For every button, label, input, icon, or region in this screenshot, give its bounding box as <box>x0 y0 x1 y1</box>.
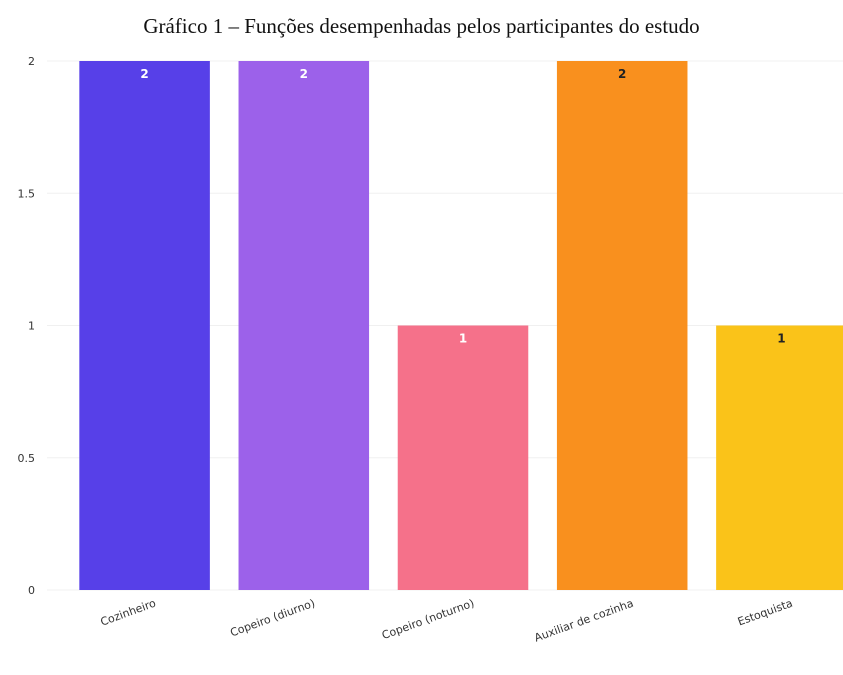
y-tick-label: 2 <box>28 55 35 68</box>
x-tick-label: Copeiro (noturno) <box>380 597 476 643</box>
bar-copeiro-noturno- <box>397 325 529 590</box>
chart-title: Gráfico 1 – Funções desempenhadas pelos … <box>143 14 700 38</box>
bars <box>79 61 843 590</box>
data-label: 2 <box>300 67 308 81</box>
data-label: 1 <box>459 332 467 346</box>
bar-cozinheiro <box>79 61 210 590</box>
y-axis-ticks: 0 0.5 1 1.5 2 <box>18 55 36 597</box>
bar-copeiro-diurno- <box>238 61 370 590</box>
data-label: 1 <box>777 332 785 346</box>
y-tick-label: 1 <box>28 320 35 333</box>
x-tick-label: Estoquista <box>736 597 795 629</box>
x-tick-label: Copeiro (diurno) <box>228 597 316 640</box>
data-labels: 2 2 1 2 1 <box>140 67 785 346</box>
y-tick-label: 0 <box>28 584 35 597</box>
y-tick-label: 1.5 <box>18 187 36 200</box>
x-axis-ticks: Cozinheiro Copeiro (diurno) Copeiro (notur… <box>99 597 795 645</box>
y-tick-label: 0.5 <box>18 452 36 465</box>
x-tick-label: Cozinheiro <box>99 597 158 629</box>
bar-estoquista <box>716 325 843 590</box>
data-label: 2 <box>140 67 148 81</box>
data-label: 2 <box>618 67 626 81</box>
x-tick-label: Auxiliar de cozinha <box>533 597 636 645</box>
bar-auxiliar-de-cozinha <box>556 61 688 590</box>
